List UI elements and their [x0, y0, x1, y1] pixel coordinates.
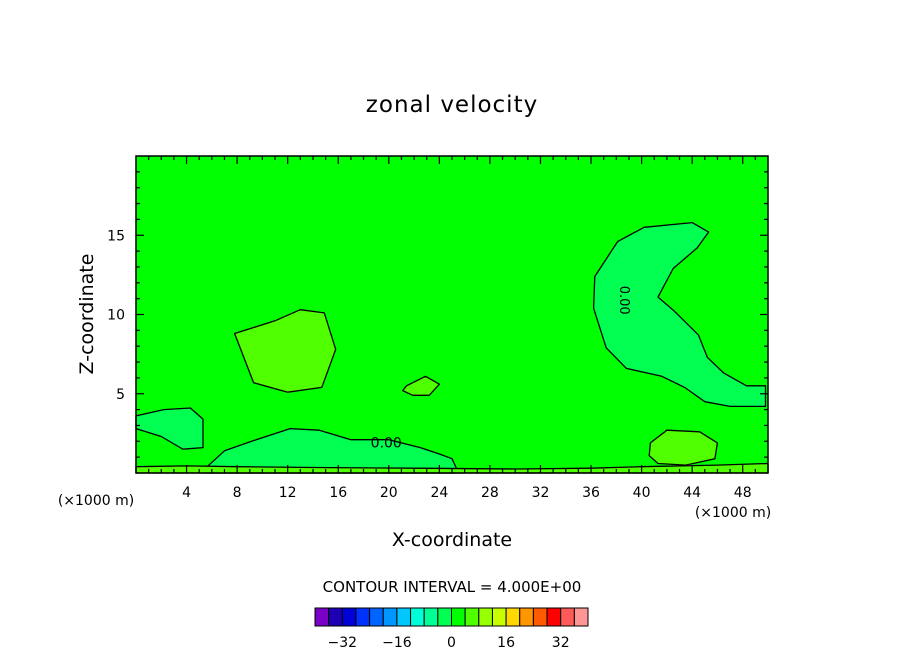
contour-label-0: 0.00 — [371, 436, 402, 452]
colorbar-tick-label: 16 — [497, 635, 515, 651]
x-tick-label: 40 — [633, 485, 651, 501]
colorbar-tick-label: −32 — [328, 635, 358, 651]
colorbar-swatch — [464, 607, 480, 627]
positive-region-0 — [233, 309, 337, 393]
x-tick-label: 8 — [233, 485, 242, 501]
x-tick-label: 36 — [582, 485, 600, 501]
x-tick-label: 12 — [279, 485, 297, 501]
x-unit-label-left: (×1000 m) — [58, 493, 134, 509]
x-unit-label-right: (×1000 m) — [695, 505, 771, 521]
x-axis: 4 8 12 16 20 24 28 32 36 40 44 48 — [148, 156, 756, 501]
plot-area: 0.00 0.00 — [135, 155, 769, 474]
colorbar-swatch — [369, 607, 384, 627]
colorbar-swatch — [491, 607, 507, 627]
x-tick-label: 16 — [329, 485, 347, 501]
positive-region-1 — [402, 375, 441, 396]
x-tick-label: 20 — [380, 485, 398, 501]
y-axis: 5 10 15 — [107, 171, 768, 458]
colorbar-swatch — [546, 607, 562, 627]
x-tick-label: 28 — [481, 485, 499, 501]
colorbar-swatch — [519, 607, 534, 627]
positive-region-2 — [648, 429, 719, 466]
x-tick-label: 4 — [182, 485, 191, 501]
x-tick-label: 44 — [683, 485, 701, 501]
colorbar-swatch — [341, 607, 357, 627]
colorbar-swatch — [355, 607, 371, 627]
x-axis-label: X-coordinate — [392, 529, 512, 551]
colorbar-swatch — [532, 607, 548, 627]
y-tick-label: 10 — [107, 308, 125, 324]
colorbar-tick-label: 0 — [447, 635, 456, 651]
colorbar-swatch — [560, 607, 575, 627]
colorbar-swatch — [382, 607, 398, 627]
contour-label-1: 0.00 — [616, 286, 631, 315]
colorbar-swatch — [505, 607, 521, 627]
colorbar-tick-label: 32 — [552, 635, 570, 651]
y-tick-label: 15 — [107, 228, 125, 244]
colorbar-swatch — [314, 607, 330, 627]
colorbar-swatch — [437, 607, 453, 627]
x-tick-label: 32 — [532, 485, 550, 501]
y-tick-label: 5 — [116, 387, 125, 403]
colorbar-tick-labels: −32 −16 0 16 32 — [328, 635, 570, 651]
x-tick-label: 24 — [430, 485, 448, 501]
contour-interval-label: CONTOUR INTERVAL = 4.000E+00 — [323, 578, 582, 596]
x-tick-label: 48 — [734, 485, 752, 501]
colorbar-swatch — [328, 607, 343, 627]
colorbar-swatch — [423, 607, 439, 627]
colorbar-swatch — [451, 607, 466, 627]
chart-title: zonal velocity — [366, 92, 538, 118]
negative-region-3 — [592, 221, 767, 408]
colorbar-swatch — [573, 607, 589, 627]
colorbar — [314, 607, 589, 627]
colorbar-swatch — [396, 607, 412, 627]
colorbar-swatch — [410, 607, 425, 627]
colorbar-tick-label: −16 — [382, 635, 412, 651]
y-axis-label: Z-coordinate — [76, 254, 98, 375]
colorbar-swatch — [478, 607, 493, 627]
negative-region-4 — [135, 407, 204, 450]
